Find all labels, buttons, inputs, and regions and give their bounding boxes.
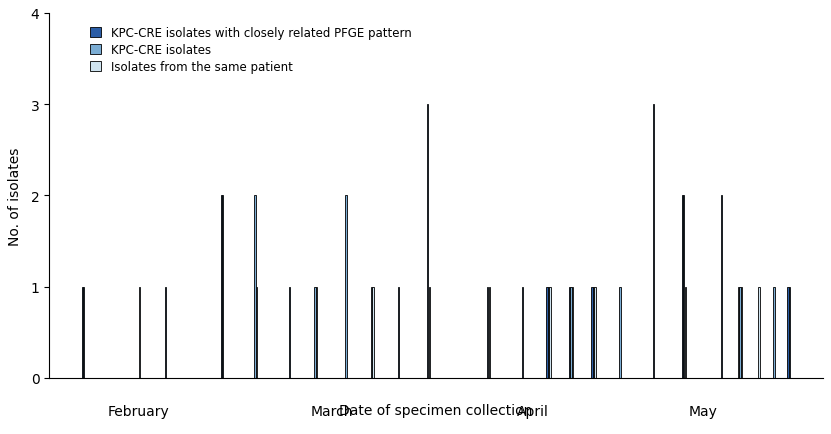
Bar (398, 287, 399, 378)
Bar (487, 287, 489, 378)
Bar (372, 287, 374, 378)
Bar (547, 287, 548, 378)
Bar (371, 287, 372, 378)
Bar (489, 287, 490, 378)
Bar (83, 287, 85, 378)
Bar (758, 287, 760, 378)
Bar (314, 287, 316, 378)
Bar (593, 287, 594, 378)
Text: May: May (688, 404, 717, 418)
Bar (427, 105, 429, 378)
Bar (683, 196, 685, 378)
Bar (572, 287, 573, 378)
Bar (254, 196, 256, 378)
Bar (788, 287, 789, 378)
Bar (773, 287, 774, 378)
Bar (345, 196, 347, 378)
Bar (570, 287, 572, 378)
Text: February: February (107, 404, 169, 418)
X-axis label: Date of specimen collection: Date of specimen collection (339, 403, 533, 417)
Bar (738, 287, 740, 378)
Bar (592, 287, 593, 378)
Y-axis label: No. of isolates: No. of isolates (8, 147, 22, 245)
Bar (289, 287, 290, 378)
Bar (619, 287, 621, 378)
Bar (681, 196, 683, 378)
Bar (220, 196, 222, 378)
Bar (741, 287, 742, 378)
Text: April: April (517, 404, 548, 418)
Bar (653, 105, 654, 378)
Bar (594, 287, 596, 378)
Bar (720, 196, 722, 378)
Bar (789, 287, 790, 378)
Bar (165, 287, 166, 378)
Bar (222, 196, 224, 378)
Bar (256, 287, 257, 378)
Bar (81, 287, 83, 378)
Bar (139, 287, 140, 378)
Bar (549, 287, 551, 378)
Text: March: March (310, 404, 353, 418)
Bar (685, 287, 686, 378)
Legend: KPC-CRE isolates with closely related PFGE pattern, KPC-CRE isolates, Isolates f: KPC-CRE isolates with closely related PF… (86, 23, 416, 78)
Bar (429, 287, 430, 378)
Bar (316, 287, 317, 378)
Bar (569, 287, 570, 378)
Bar (522, 287, 523, 378)
Bar (548, 287, 549, 378)
